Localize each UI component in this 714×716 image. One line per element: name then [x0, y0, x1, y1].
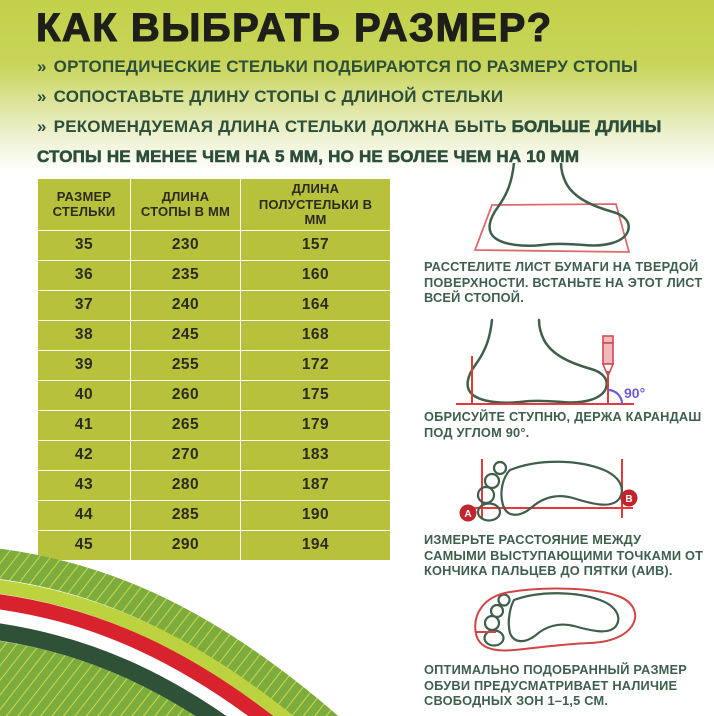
instruction-caption-3: ИЗМЕРЬТЕ РАССТОЯНИЕ МЕЖДУ САМЫМИ ВЫСТУПА…	[424, 532, 704, 579]
bullet-item-2: » СОПОСТАВЬТЕ ДЛИНУ СТОПЫ С ДЛИНОЙ СТЕЛЬК…	[37, 82, 665, 112]
table-cell: 265	[130, 409, 241, 441]
table-cell: 42	[37, 439, 131, 471]
table-cell: 35	[37, 229, 131, 261]
table-row: 44 285 190	[37, 499, 391, 531]
table-cell: 270	[130, 439, 241, 471]
table-cell: 285	[130, 499, 241, 531]
table-row: 37 240 164	[37, 289, 391, 321]
wave-fill-hatched	[0, 640, 197, 716]
wave-band-dark-green	[0, 623, 227, 716]
table-cell: 245	[130, 319, 241, 351]
bullet-marker-icon: »	[37, 117, 47, 136]
column-header-half-insole-length: ДЛИНА ПОЛУСТЕЛЬКИ В ММ	[240, 178, 391, 231]
instruction-caption-1: РАССТЕЛИТЕ ЛИСТ БУМАГИ НА ТВЕРДОЙ ПОВЕРХ…	[424, 259, 703, 306]
angle-arc	[607, 388, 624, 405]
table-cell: 290	[130, 529, 241, 561]
foot-side-icon	[488, 163, 630, 247]
wave-band-yellow	[0, 579, 294, 716]
foot-on-paper-illustration	[473, 163, 631, 253]
bullet-text: РЕКОМЕНДУЕМАЯ ДЛИНА СТЕЛЬКИ ДОЛЖНА БЫТЬ	[53, 117, 512, 136]
insole-size-table: РАЗМЕР СТЕЛЬКИ ДЛИНА СТОПЫ В ММ ДЛИНА ПО…	[37, 178, 391, 561]
table-cell: 37	[37, 289, 131, 321]
table-cell: 235	[130, 259, 241, 291]
table-cell: 255	[130, 349, 241, 381]
table-row: 40 260 175	[37, 379, 391, 411]
table-cell: 164	[240, 289, 391, 321]
pencil-icon	[601, 335, 615, 379]
size-table-body: 35 230 157 36 235 160 37 240 164 38 245 168 39 255 172…	[37, 229, 391, 561]
point-a-badge: А	[459, 504, 477, 522]
table-cell: 38	[37, 319, 131, 351]
page-title: КАК ВЫБРАТЬ РАЗМЕР?	[35, 5, 553, 50]
instruction-caption-2: ОБРИСУЙТЕ СТУПНЮ, ДЕРЖА КАРАНДАШ ПОД УГЛ…	[424, 409, 702, 440]
trace-foot-illustration: 90°	[456, 318, 645, 405]
bullet-marker-icon: »	[37, 87, 47, 106]
table-cell: 194	[240, 529, 391, 561]
bullet-text: СОПОСТАВЬТЕ ДЛИНУ СТОПЫ С ДЛИНОЙ СТЕЛЬКИ	[53, 87, 504, 106]
bullet-list: » ОРТОПЕДИЧЕСКИЕ СТЕЛЬКИ ПОДБИРАЮТСЯ ПО Р…	[37, 52, 665, 172]
table-row: 45 290 194	[37, 529, 391, 561]
point-b-label: В	[625, 494, 632, 505]
wave-band-hatched	[0, 548, 339, 716]
wave-decoration	[0, 548, 339, 716]
table-cell: 168	[240, 319, 391, 351]
table-row: 42 270 183	[37, 439, 391, 471]
foot-side-icon	[466, 318, 608, 404]
insole-fit-illustration	[474, 587, 637, 652]
bullet-item-3: » РЕКОМЕНДУЕМАЯ ДЛИНА СТЕЛЬКИ ДОЛЖНА БЫТЬ…	[37, 112, 665, 172]
bullet-text: ОРТОПЕДИЧЕСКИЕ СТЕЛЬКИ ПОДБИРАЮТСЯ ПО РА…	[53, 57, 638, 76]
measure-footprint-illustration: А В	[459, 459, 638, 522]
header-gradient-background	[0, 0, 714, 172]
wave-band-white	[0, 609, 248, 716]
bullet-item-1: » ОРТОПЕДИЧЕСКИЕ СТЕЛЬКИ ПОДБИРАЮТСЯ ПО Р…	[37, 52, 665, 82]
table-cell: 230	[130, 229, 241, 261]
table-cell: 172	[240, 349, 391, 381]
table-cell: 41	[37, 409, 131, 441]
table-cell: 280	[130, 469, 241, 501]
table-cell: 260	[130, 379, 241, 411]
table-cell: 44	[37, 499, 131, 531]
table-cell: 175	[240, 379, 391, 411]
table-row: 36 235 160	[37, 259, 391, 291]
instruction-caption-4: ОПТИМАЛЬНО ПОДОБРАННЫЙ РАЗМЕР ОБУВИ ПРЕД…	[424, 662, 688, 709]
angle-label: 90°	[624, 385, 645, 401]
table-cell: 43	[37, 469, 131, 501]
table-cell: 39	[37, 349, 131, 381]
table-cell: 157	[240, 229, 391, 261]
table-row: 43 280 187	[37, 469, 391, 501]
table-cell: 36	[37, 259, 131, 291]
table-header-row: РАЗМЕР СТЕЛЬКИ ДЛИНА СТОПЫ В ММ ДЛИНА ПО…	[37, 178, 391, 231]
wave-band-red	[0, 594, 274, 716]
point-a-label: А	[464, 509, 471, 520]
bullet-text-emphasis: БОЛЬШЕ ДЛИНЫ СТОПЫ НЕ МЕНЕЕ ЧЕМ НА 5 ММ,…	[37, 117, 662, 167]
bullet-marker-icon: »	[37, 57, 47, 76]
table-cell: 187	[240, 469, 391, 501]
table-row: 38 245 168	[37, 319, 391, 351]
table-row: 39 255 172	[37, 349, 391, 381]
column-header-insole-size: РАЗМЕР СТЕЛЬКИ	[37, 178, 131, 231]
insole-outline-icon	[474, 587, 637, 652]
table-cell: 240	[130, 289, 241, 321]
column-header-foot-length: ДЛИНА СТОПЫ В ММ	[130, 178, 241, 231]
table-row: 35 230 157	[37, 229, 391, 261]
table-cell: 183	[240, 439, 391, 471]
table-cell: 45	[37, 529, 131, 561]
footprint-icon	[483, 592, 620, 647]
point-b-badge: В	[620, 489, 638, 507]
footprint-icon	[476, 460, 623, 522]
paper-sheet-outline	[473, 203, 631, 253]
table-cell: 190	[240, 499, 391, 531]
table-cell: 179	[240, 409, 391, 441]
table-cell: 160	[240, 259, 391, 291]
table-row: 41 265 179	[37, 409, 391, 441]
table-cell: 40	[37, 379, 131, 411]
